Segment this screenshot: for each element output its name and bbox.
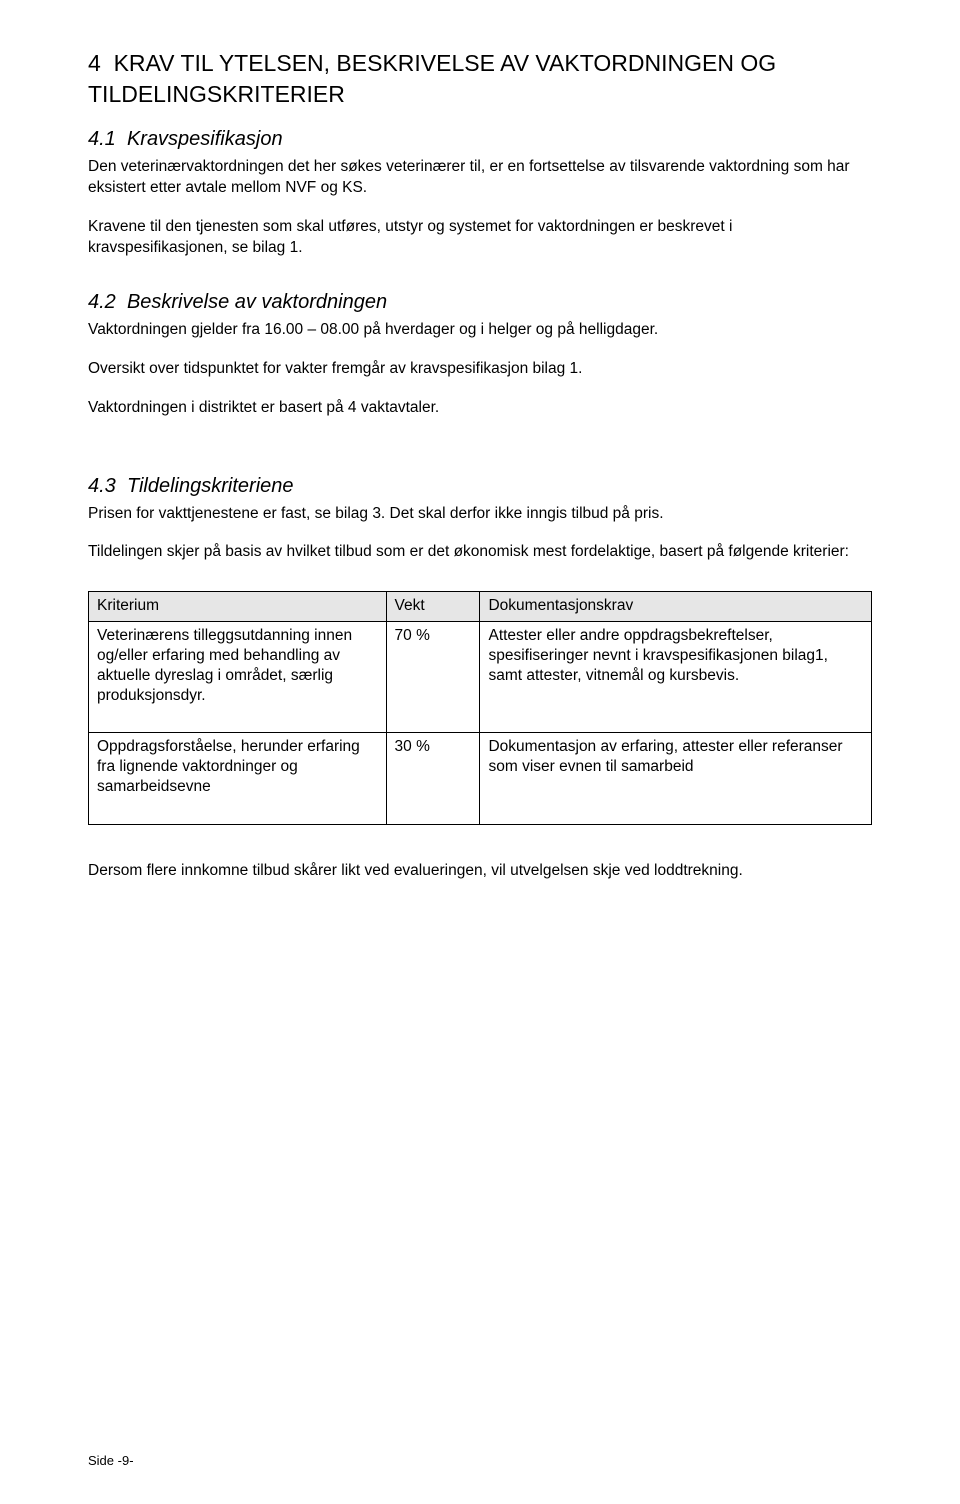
table-row: Veterinærens tilleggsutdanning innen og/… — [89, 621, 872, 733]
cell-kriterium: Oppdragsforståelse, herunder erfaring fr… — [89, 733, 387, 824]
page-footer: Side -9- — [88, 1453, 134, 1468]
subsection-heading: 4.1 Kravspesifikasjon — [88, 128, 872, 151]
body-paragraph: Oversikt over tidspunktet for vakter fre… — [88, 359, 872, 380]
section-title: KRAV TIL YTELSEN, BESKRIVELSE AV VAKTORD… — [88, 50, 776, 107]
cell-vekt: 30 % — [386, 733, 480, 824]
criteria-table: Kriterium Vekt Dokumentasjonskrav Veteri… — [88, 591, 872, 824]
subsection-heading: 4.2 Beskrivelse av vaktordningen — [88, 291, 872, 314]
body-paragraph: Vaktordningen i distriktet er basert på … — [88, 398, 872, 419]
subsection-title: Kravspesifikasjon — [127, 128, 283, 150]
subsection-title: Beskrivelse av vaktordningen — [127, 291, 387, 313]
table-header-row: Kriterium Vekt Dokumentasjonskrav — [89, 592, 872, 621]
subsection-title: Tildelingskriteriene — [127, 475, 294, 497]
body-paragraph: Tildelingen skjer på basis av hvilket ti… — [88, 542, 872, 563]
column-header-dokumentasjon: Dokumentasjonskrav — [480, 592, 872, 621]
body-paragraph: Vaktordningen gjelder fra 16.00 – 08.00 … — [88, 320, 872, 341]
section-number: 4 — [88, 50, 101, 76]
section-heading: 4 KRAV TIL YTELSEN, BESKRIVELSE AV VAKTO… — [88, 48, 872, 110]
cell-kriterium: Veterinærens tilleggsutdanning innen og/… — [89, 621, 387, 733]
subsection-number: 4.3 — [88, 475, 116, 497]
cell-dokumentasjon: Dokumentasjon av erfaring, attester elle… — [480, 733, 872, 824]
cell-vekt: 70 % — [386, 621, 480, 733]
subsection-number: 4.2 — [88, 291, 116, 313]
subsection-number: 4.1 — [88, 128, 116, 150]
body-paragraph: Prisen for vakttjenestene er fast, se bi… — [88, 504, 872, 525]
cell-vekt-value: 30 % — [395, 738, 430, 755]
cell-dokumentasjon: Attester eller andre oppdragsbekreftelse… — [480, 621, 872, 733]
table-row: Oppdragsforståelse, herunder erfaring fr… — [89, 733, 872, 824]
column-header-vekt: Vekt — [386, 592, 480, 621]
body-paragraph: Den veterinærvaktordningen det her søkes… — [88, 157, 872, 199]
closing-paragraph: Dersom flere innkomne tilbud skårer likt… — [88, 861, 872, 882]
body-paragraph: Kravene til den tjenesten som skal utfør… — [88, 217, 872, 259]
subsection-heading: 4.3 Tildelingskriteriene — [88, 475, 872, 498]
column-header-kriterium: Kriterium — [89, 592, 387, 621]
cell-vekt-value: 70 % — [395, 627, 430, 644]
